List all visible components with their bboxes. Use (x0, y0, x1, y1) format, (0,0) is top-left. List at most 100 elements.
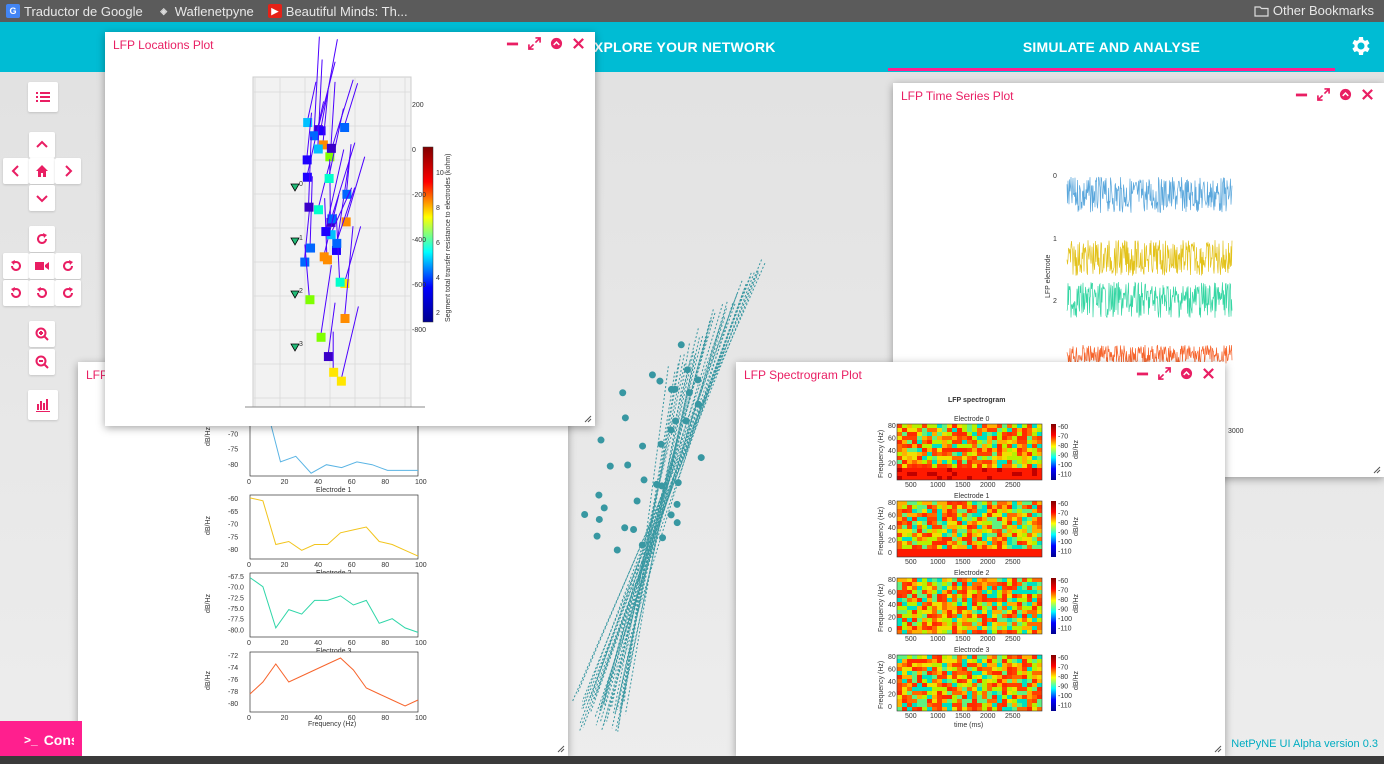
spectrogram-cell (997, 424, 1002, 428)
pan-right-button[interactable] (55, 158, 81, 184)
zoom-out-button[interactable] (29, 349, 55, 375)
spectrogram-cell (977, 687, 982, 691)
rotate-reset-button[interactable] (29, 226, 55, 252)
electrode-marker-icon (290, 183, 300, 192)
close-icon[interactable] (571, 36, 585, 50)
lfp-psd-chart: -60-65-70-75-80dB/Hz020406080100Electrod… (205, 399, 427, 728)
spec-y-tick: 40 (888, 525, 896, 532)
close-icon[interactable] (1360, 87, 1374, 101)
spectrogram-cell (992, 460, 997, 464)
spectrogram-cell (1002, 553, 1007, 557)
z-tick: 200 (412, 102, 424, 109)
close-icon[interactable] (1201, 366, 1215, 380)
spectrogram-cell (992, 541, 997, 545)
pan-down-button[interactable] (29, 185, 55, 211)
plots-button[interactable] (28, 390, 58, 420)
bookmark-beautiful-minds[interactable]: ▶ Beautiful Minds: Th... (267, 4, 408, 19)
spectrogram-cell (957, 460, 962, 464)
gear-icon[interactable] (1348, 34, 1372, 58)
lfp-locations-window[interactable]: LFP Locations Plot 0 1 2 3 10 8 6 4 2 Segment tot… (105, 32, 595, 426)
resize-handle-icon[interactable] (1214, 745, 1222, 753)
spectrogram-cell (962, 630, 967, 634)
spectrogram-cell (1012, 549, 1017, 553)
collapse-icon[interactable] (1338, 87, 1352, 101)
spectrogram-cell (947, 428, 952, 432)
electrode-marker-icon (290, 290, 300, 299)
zoom-in-button[interactable] (29, 321, 55, 347)
spectrogram-cell (967, 468, 972, 472)
other-bookmarks[interactable]: Other Bookmarks (1254, 3, 1374, 18)
rotate-left-button[interactable] (3, 253, 29, 279)
home-button[interactable] (29, 158, 55, 184)
spectrogram-cell (927, 533, 932, 537)
spectrogram-cell (972, 598, 977, 602)
spectrogram-cell (902, 691, 907, 695)
spectrogram-cell (952, 513, 957, 517)
spectrogram-cell (922, 533, 927, 537)
bookmark-google-translate[interactable]: G Traductor de Google (6, 4, 143, 19)
spectrogram-cell (957, 602, 962, 606)
console-button[interactable]: >_ Console (0, 721, 82, 759)
spectrogram-cell (1032, 622, 1037, 626)
spectrogram-cell (992, 691, 997, 695)
collapse-icon[interactable] (549, 36, 563, 50)
spectrogram-cell (1002, 602, 1007, 606)
spectrogram-cell (927, 456, 932, 460)
spectrogram-cell (1022, 687, 1027, 691)
spectrogram-cell (1037, 468, 1042, 472)
spectrogram-cell (952, 659, 957, 663)
tab-simulate-analyse[interactable]: SIMULATE AND ANALYSE (888, 22, 1335, 72)
spectrogram-cell (927, 553, 932, 557)
spectrogram-cell (982, 671, 987, 675)
spectrogram-cell (992, 549, 997, 553)
bookmark-waflenetpyne[interactable]: ◈ Waflenetpyne (157, 4, 253, 19)
spectrogram-cell (992, 553, 997, 557)
spectrogram-cell (972, 537, 977, 541)
spectrogram-cell (937, 618, 942, 622)
spectrogram-cell (1007, 472, 1012, 476)
maximize-icon[interactable] (1316, 87, 1330, 101)
minimize-icon[interactable] (1135, 366, 1149, 380)
minimize-icon[interactable] (505, 36, 519, 50)
tab-explore-network[interactable]: EXPLORE YOUR NETWORK (470, 22, 890, 72)
minimize-icon[interactable] (1294, 87, 1308, 101)
rotate-z-left-button[interactable] (3, 280, 29, 306)
spectrogram-cell (987, 687, 992, 691)
resize-handle-icon[interactable] (557, 745, 565, 753)
maximize-icon[interactable] (1157, 366, 1171, 380)
spectrogram-cell (947, 687, 952, 691)
spectrogram-cell (972, 667, 977, 671)
resize-handle-icon[interactable] (584, 415, 592, 423)
lfp-psd-window[interactable]: LFP PSD Plot -60-65-70-75-80dB/Hz0204060… (78, 362, 568, 756)
spectrogram-cell (1002, 582, 1007, 586)
spectrogram-cell (1002, 521, 1007, 525)
resize-handle-icon[interactable] (1373, 466, 1381, 474)
pan-up-button[interactable] (29, 132, 55, 158)
spectrogram-cell (1012, 703, 1017, 707)
rotate-x-button[interactable] (29, 280, 55, 306)
spectrogram-cell (967, 432, 972, 436)
spectrogram-cell (1012, 618, 1017, 622)
maximize-icon[interactable] (527, 36, 541, 50)
spectrogram-cell (967, 525, 972, 529)
spectrogram-cell (1017, 687, 1022, 691)
pan-left-button[interactable] (3, 158, 29, 184)
spectrogram-cell (992, 444, 997, 448)
spectrogram-cell (962, 428, 967, 432)
spectrogram-cell (902, 659, 907, 663)
rotate-right-button[interactable] (55, 253, 81, 279)
collapse-icon[interactable] (1179, 366, 1193, 380)
spectrogram-cell (1037, 679, 1042, 683)
spectrogram-cell (1007, 501, 1012, 505)
camera-button[interactable] (29, 253, 55, 279)
spectrogram-cell (902, 517, 907, 521)
spectrogram-cell (942, 691, 947, 695)
lfp-spectrogram-window[interactable]: LFP Spectrogram Plot LFP spectrogram Elec… (736, 362, 1225, 756)
spectrogram-cell (917, 444, 922, 448)
spectrogram-cell (1037, 610, 1042, 614)
toggle-list-button[interactable] (28, 82, 58, 112)
spectrogram-cell (897, 582, 902, 586)
spectrogram-cell (962, 659, 967, 663)
spectrogram-cell (1022, 464, 1027, 468)
rotate-z-right-button[interactable] (55, 280, 81, 306)
